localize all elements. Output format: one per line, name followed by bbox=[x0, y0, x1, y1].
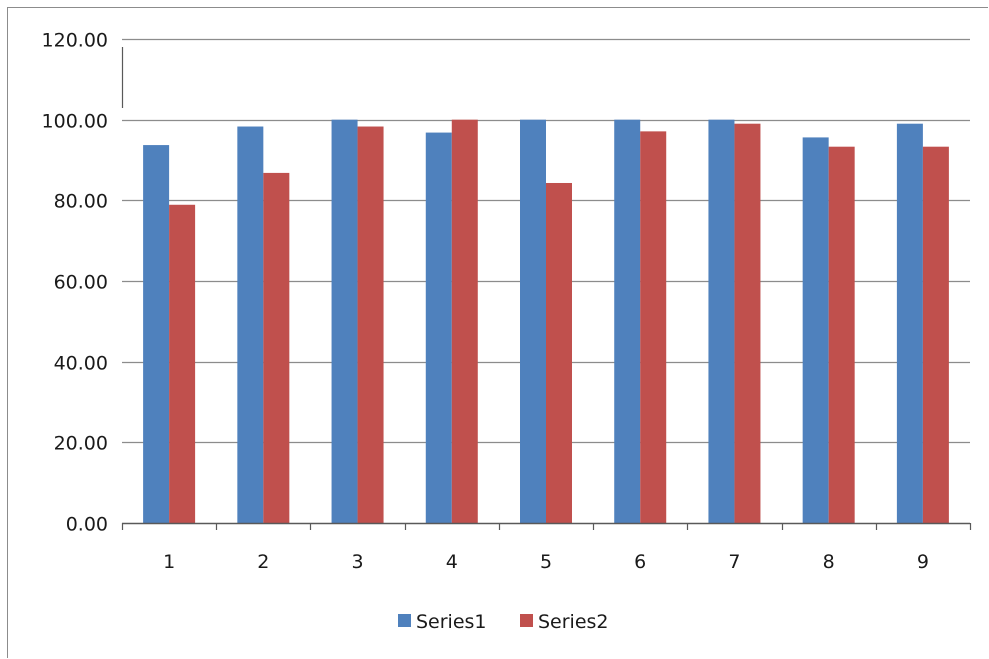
legend-item-series2: Series2 bbox=[520, 611, 609, 633]
chart-frame bbox=[7, 7, 988, 658]
y-tick-label: 120.00 bbox=[42, 30, 108, 52]
bar-series2-5 bbox=[546, 182, 572, 524]
x-tick-label: 6 bbox=[634, 551, 646, 573]
y-tick-label: 60.00 bbox=[54, 272, 108, 294]
bar-series2-8 bbox=[828, 146, 855, 523]
axes bbox=[121, 47, 972, 530]
bar-series1-3 bbox=[331, 119, 358, 524]
bar-series1-6 bbox=[614, 119, 641, 524]
bar-series2-2 bbox=[263, 172, 290, 523]
y-tick-label: 80.00 bbox=[54, 191, 108, 213]
legend-label: Series2 bbox=[538, 611, 609, 633]
x-tick-label: 4 bbox=[446, 551, 458, 573]
bar-series2-6 bbox=[640, 131, 667, 523]
bar-series2-4 bbox=[451, 119, 478, 524]
legend-swatch bbox=[520, 614, 533, 627]
bars bbox=[143, 119, 949, 524]
legend-swatch bbox=[398, 614, 411, 627]
legend-label: Series1 bbox=[416, 611, 487, 633]
bar-series1-1 bbox=[143, 145, 170, 523]
y-axis-tick-labels: 0.00 20.00 40.00 60.00 80.00 100.00 120.00 bbox=[42, 30, 108, 536]
x-tick-label: 9 bbox=[917, 551, 929, 573]
bar-series2-1 bbox=[169, 204, 196, 523]
y-tick-label: 100.00 bbox=[42, 111, 108, 133]
x-tick-label: 1 bbox=[163, 551, 175, 573]
x-tick-label: 8 bbox=[823, 551, 835, 573]
bar-series1-2 bbox=[237, 126, 264, 524]
x-axis-tick-labels: 1 2 3 4 5 6 7 8 9 bbox=[163, 551, 929, 573]
bar-series2-7 bbox=[734, 123, 761, 523]
legend-item-series1: Series1 bbox=[398, 611, 487, 633]
bar-series1-9 bbox=[896, 123, 923, 523]
bar-series1-5 bbox=[520, 119, 546, 524]
bar-series1-7 bbox=[708, 119, 735, 524]
x-tick-label: 3 bbox=[352, 551, 364, 573]
bar-series1-4 bbox=[425, 132, 452, 523]
bar-series2-9 bbox=[922, 146, 949, 523]
x-tick-label: 7 bbox=[728, 551, 740, 573]
y-tick-label: 20.00 bbox=[54, 433, 108, 455]
x-tick-label: 2 bbox=[257, 551, 269, 573]
bar-series2-3 bbox=[357, 126, 384, 524]
y-tick-label: 0.00 bbox=[66, 514, 108, 536]
y-tick-label: 40.00 bbox=[54, 353, 108, 375]
bar-series1-8 bbox=[802, 137, 829, 523]
legend: Series1 Series2 bbox=[398, 611, 609, 633]
x-tick-label: 5 bbox=[540, 551, 552, 573]
